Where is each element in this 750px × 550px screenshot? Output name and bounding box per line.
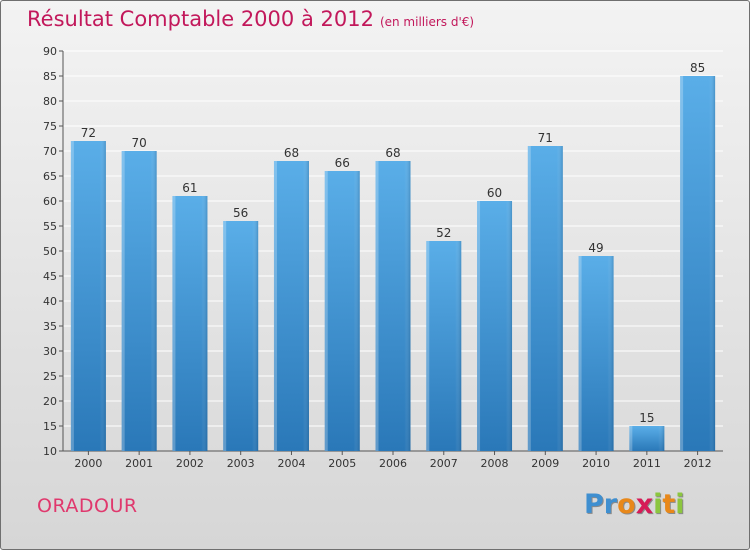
bar-shade: [302, 161, 309, 451]
bar-group: [477, 201, 513, 451]
y-tick-label: 60: [43, 195, 57, 208]
x-tick-label: 2000: [74, 457, 102, 470]
logo-letter: x: [635, 489, 654, 520]
y-tick-label: 40: [43, 295, 57, 308]
data-label: 68: [284, 146, 299, 160]
bar-highlight: [375, 161, 379, 451]
bar-group: [629, 426, 665, 451]
data-label: 85: [690, 61, 705, 75]
y-tick-label: 80: [43, 95, 57, 108]
data-label: 66: [335, 156, 350, 170]
data-label: 70: [132, 136, 147, 150]
bar-group: [426, 241, 462, 451]
bar-highlight: [527, 146, 531, 451]
x-tick-label: 2011: [633, 457, 661, 470]
chart-subtitle: (en milliers d'€): [379, 15, 475, 29]
bar-group: [527, 146, 563, 451]
bar-highlight: [578, 256, 582, 451]
y-tick-label: 90: [43, 45, 57, 58]
x-tick-label: 2008: [481, 457, 509, 470]
bar-shade: [252, 221, 259, 451]
bar-shade: [506, 201, 513, 451]
bar-highlight: [70, 141, 74, 451]
logo-letter: r: [603, 489, 618, 520]
logo-letter: t: [662, 489, 676, 520]
y-tick-label: 15: [43, 420, 57, 433]
y-tick-label: 35: [43, 320, 57, 333]
y-tick-label: 85: [43, 70, 57, 83]
bar-highlight: [629, 426, 633, 451]
logo-letter: P: [584, 489, 604, 520]
bar-group: [121, 151, 157, 451]
bar-shade: [404, 161, 411, 451]
bar-group: [578, 256, 614, 451]
y-tick-label: 75: [43, 120, 57, 133]
logo-letter: i: [675, 489, 685, 520]
bar-highlight: [121, 151, 125, 451]
bar-group: [172, 196, 208, 451]
x-tick-label: 2001: [125, 457, 153, 470]
bar-shade: [556, 146, 563, 451]
y-tick-label: 10: [43, 445, 57, 458]
x-tick-label: 2002: [176, 457, 204, 470]
data-label: 49: [588, 241, 603, 255]
y-tick-label: 25: [43, 370, 57, 383]
bar-group: [324, 171, 360, 451]
data-label: 60: [487, 186, 502, 200]
x-tick-label: 2005: [328, 457, 356, 470]
commune-name: ORADOUR: [37, 495, 138, 517]
bar-shade: [99, 141, 106, 451]
bar-highlight: [273, 161, 277, 451]
chart-title: Résultat Comptable 2000 à 2012 (en millie…: [27, 7, 474, 31]
data-label: 61: [182, 181, 197, 195]
bar-highlight: [426, 241, 430, 451]
data-label: 56: [233, 206, 248, 220]
x-tick-label: 2009: [531, 457, 559, 470]
bar-highlight: [172, 196, 176, 451]
x-tick-label: 2003: [227, 457, 255, 470]
data-label: 15: [639, 411, 654, 425]
data-label: 68: [385, 146, 400, 160]
bar-highlight: [324, 171, 328, 451]
y-tick-label: 45: [43, 270, 57, 283]
bar-shade: [455, 241, 462, 451]
y-tick-label: 30: [43, 345, 57, 358]
bar-group: [680, 76, 716, 451]
x-tick-label: 2004: [277, 457, 305, 470]
bar-highlight: [223, 221, 227, 451]
bar-shade: [607, 256, 614, 451]
data-label: 52: [436, 226, 451, 240]
bar-group: [223, 221, 259, 451]
bar-group: [273, 161, 309, 451]
data-label: 71: [538, 131, 553, 145]
bar-group: [70, 141, 106, 451]
bar-shade: [709, 76, 716, 451]
y-tick-label: 55: [43, 220, 57, 233]
bar-shade: [201, 196, 208, 451]
x-tick-label: 2007: [430, 457, 458, 470]
proxiti-logo: Proxiti: [584, 489, 685, 520]
bar-shade: [658, 426, 665, 451]
y-tick-label: 50: [43, 245, 57, 258]
bar-highlight: [477, 201, 481, 451]
x-tick-label: 2006: [379, 457, 407, 470]
logo-letter: i: [653, 489, 663, 520]
y-tick-label: 65: [43, 170, 57, 183]
bar-group: [375, 161, 411, 451]
y-tick-label: 70: [43, 145, 57, 158]
logo-letter: o: [617, 489, 636, 520]
bar-highlight: [680, 76, 684, 451]
bar-shade: [353, 171, 360, 451]
x-tick-label: 2012: [684, 457, 712, 470]
x-tick-label: 2010: [582, 457, 610, 470]
title-text: Résultat Comptable 2000 à 2012: [27, 7, 374, 31]
y-tick-label: 20: [43, 395, 57, 408]
bar-shade: [150, 151, 157, 451]
data-label: 72: [81, 126, 96, 140]
